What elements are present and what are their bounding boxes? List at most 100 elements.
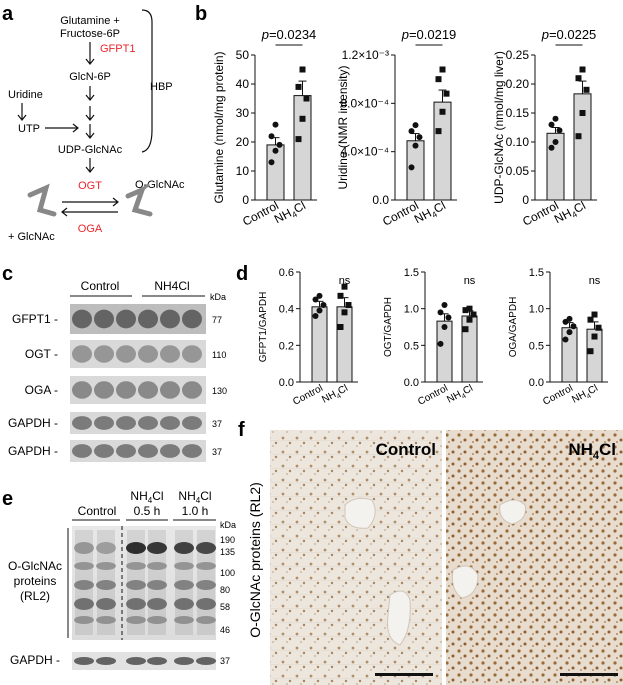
blot-band <box>138 309 158 329</box>
histology-nh4cl <box>446 430 623 685</box>
chart-b-3-bar-1 <box>573 93 592 201</box>
chart-d-3-point <box>566 329 573 336</box>
rl2-band <box>126 598 146 610</box>
protein-glyphs <box>27 183 153 217</box>
chart-b-1-ylabel: Glutamine (nmol/mg protein) <box>212 51 226 203</box>
gapdh-bands-e <box>74 657 216 665</box>
chart-b-1-point <box>272 121 279 128</box>
chart-d-2-point <box>466 305 473 312</box>
chart-d-2-point <box>437 309 444 316</box>
blot-band <box>138 444 158 458</box>
panel-label-f: f <box>238 419 245 441</box>
node-oglcnac: O-GlcNAc <box>135 179 185 191</box>
chart-d-2-point <box>437 340 444 347</box>
rl2-band <box>196 598 216 610</box>
gapdh-kda-e: 37 <box>220 656 230 666</box>
chart-b-2-point <box>439 66 446 73</box>
chart-d-3-ytick-label: 0.5 <box>529 340 544 352</box>
chart-b-2-ytick-label: 0.0 <box>372 193 389 207</box>
rl2-band <box>74 616 94 624</box>
gapdh-band <box>74 657 94 665</box>
blot-band <box>72 444 92 458</box>
kda-marker: 135 <box>220 547 235 557</box>
panel-e: e Control NH4Cl 0.5 h NH4Cl 1.0 h kDa O-… <box>2 488 236 670</box>
rl2-band <box>74 562 94 570</box>
label-hbp: HBP <box>150 81 173 93</box>
kda-marker: 190 <box>220 535 235 545</box>
scale-bar-nh4cl <box>560 673 618 676</box>
chart-b-3-point <box>575 75 582 82</box>
blot-band <box>182 444 202 458</box>
rl2-smear <box>197 530 215 635</box>
panel-c: c Control NH4Cl kDa GFPT1 - 77 OGT - 110 OGA… <box>2 263 227 462</box>
chart-d-1-sig: ns <box>339 275 351 287</box>
chart-b-2-pvalue: p=0.0219 <box>401 27 457 42</box>
rl2-band <box>96 580 116 590</box>
chart-b-3-ytick-label: 0.05 <box>506 164 530 178</box>
chart-b-2-ytick-label: 1.2×10⁻³ <box>342 48 389 62</box>
chart-b-3-point <box>575 133 582 140</box>
chart-b-1-ytick-label: 0 <box>242 193 249 207</box>
chart-d-1-point <box>320 302 327 308</box>
node-glcnac: + GlcNAc <box>8 231 55 243</box>
blot-band <box>94 444 114 458</box>
chart-b-2-bar-0 <box>406 140 425 201</box>
chart-b-1-point <box>276 141 283 148</box>
chart-d-2-point <box>462 326 469 333</box>
blot-kda: 77 <box>212 315 222 325</box>
chart-d-1-point <box>337 324 344 330</box>
rl2-band <box>126 616 146 624</box>
rl2-band <box>174 542 194 554</box>
blot-band <box>72 309 92 329</box>
vessel-1 <box>344 497 376 529</box>
panel-label-c: c <box>2 263 13 285</box>
chart-b-3-point <box>579 66 586 73</box>
blot-label: GFPT1 - <box>12 312 58 326</box>
chart-d-1-point <box>341 283 348 290</box>
rl2-band <box>96 598 116 610</box>
chart-b-3-ytick-label: 0.10 <box>506 135 530 149</box>
chart-b-3-ylabel: UDP-GlcNAc (nmol/mg liver) <box>492 51 506 204</box>
blot-kda: 130 <box>212 386 227 396</box>
blot-band <box>116 444 136 458</box>
chart-b-3-category-1: NH4Cl <box>552 198 589 228</box>
chart-d-2-ytick-label: 1.0 <box>404 304 419 316</box>
chart-b-1-ytick-label: 30 <box>236 106 250 120</box>
chart-b-2-category-1: NH4Cl <box>412 198 449 228</box>
panel-d: d 0.00.20.40.6GFPT1/GAPDHControlNH4Clns0… <box>236 263 608 408</box>
chart-b-1-ytick-label: 10 <box>236 164 250 178</box>
rl2-band <box>174 616 194 624</box>
chart-b-1-point <box>299 115 306 122</box>
chart-d-1-point <box>316 307 323 314</box>
chart-d-3-bar-0 <box>561 327 578 383</box>
chart-b-2-ytick-label: 4.0×10⁻⁴ <box>340 145 389 159</box>
blot-kda: 37 <box>212 419 222 429</box>
chart-d-1-point <box>312 296 319 303</box>
node-glutamine: Glutamine + <box>60 15 120 27</box>
blot-band <box>138 381 158 399</box>
chart-b-1-category-1: NH4Cl <box>272 198 309 228</box>
rl2-band <box>126 562 146 570</box>
chart-d-2-point <box>470 311 477 318</box>
rl2-band <box>174 562 194 570</box>
vessel-4 <box>451 565 479 599</box>
chart-d-3-ylabel: OGA/GAPDH <box>508 297 519 358</box>
rl2-smear <box>75 530 93 635</box>
lane-time-05: 0.5 h <box>134 504 161 518</box>
gapdh-band <box>196 657 216 665</box>
chart-d-3-sig: ns <box>589 275 601 287</box>
kda-marker: 46 <box>220 625 230 635</box>
histology-control <box>270 430 442 685</box>
blot-band <box>160 309 180 329</box>
chart-b-2-point <box>408 128 415 135</box>
chart-b-2: 0.0 4.0×10⁻⁴ 8.0×10⁻⁴ 1.2×10⁻³ Uridine (NMR … <box>336 27 457 229</box>
blot-band <box>182 345 202 363</box>
chart-d-3-point <box>591 333 598 340</box>
panel-a: a Glutamine + Fructose-6P GFPT1 GlcN-6P … <box>2 3 185 243</box>
chart-d-1-point <box>345 302 352 308</box>
rl2-band <box>174 598 194 610</box>
